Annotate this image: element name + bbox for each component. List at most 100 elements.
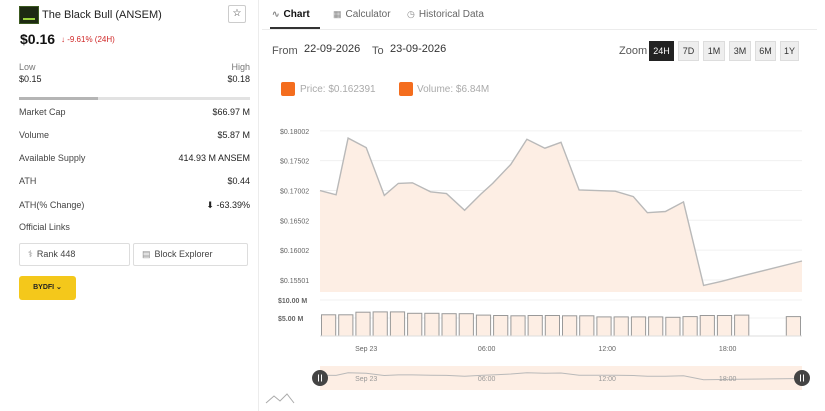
volume-bar	[734, 314, 750, 337]
navigator-time-label: 18:00	[719, 376, 737, 383]
volume-bar	[407, 312, 423, 337]
tab-calculator[interactable]: ▦ Calculator	[333, 9, 391, 20]
price-tick-label: $0.17502	[280, 159, 309, 166]
volume-bar	[544, 315, 560, 337]
volume-bar	[682, 316, 698, 337]
low-value: $0.15	[19, 74, 42, 84]
time-tick-label: Sep 23	[355, 346, 377, 353]
tabs-divider	[262, 29, 817, 30]
price-range-bar	[19, 97, 250, 100]
high-label: High	[231, 62, 250, 72]
volume-bar	[562, 315, 578, 337]
navigator-right-handle[interactable]	[794, 370, 810, 386]
price-tick-label: $0.16502	[280, 218, 309, 225]
tab-calculator-label: Calculator	[345, 9, 391, 20]
navigator-left-handle[interactable]	[312, 370, 328, 386]
navigator-window	[320, 366, 802, 390]
time-tick-label: 06:00	[478, 346, 496, 353]
stat-value-market-cap: $66.97 M	[212, 107, 250, 117]
calculator-icon: ▦	[333, 9, 342, 19]
mini-chart-icon	[265, 393, 295, 404]
coin-name: The Black Bull (ANSEM)	[42, 9, 162, 21]
volume-bar	[665, 316, 681, 337]
volume-bar	[493, 315, 509, 337]
tab-chart-label: Chart	[283, 9, 310, 20]
zoom-1m-button[interactable]: 1M	[703, 41, 725, 61]
coin-info-panel: The Black Bull (ANSEM) ☆ $0.16 ↓ -9.61% …	[0, 0, 258, 411]
volume-bar	[338, 314, 354, 337]
stat-label-supply: Available Supply	[19, 153, 86, 163]
exchange-dropdown-button[interactable]: BYDFI ⌄	[19, 276, 76, 300]
low-label: Low	[19, 62, 36, 72]
volume-legend-swatch[interactable]	[399, 82, 413, 96]
stat-label-volume: Volume	[19, 130, 50, 140]
panel-divider	[258, 0, 259, 411]
stat-label-official-links: Official Links	[19, 222, 70, 232]
volume-bar	[648, 316, 664, 337]
zoom-label: Zoom	[619, 45, 648, 57]
time-tick-label: 18:00	[719, 346, 737, 353]
to-date-input[interactable]: 23-09-2026	[390, 43, 447, 55]
stat-label-ath-change: ATH(% Change)	[19, 200, 85, 210]
stat-value-ath-change: ⬇ -63.39%	[206, 200, 250, 210]
price-line	[319, 137, 803, 287]
stat-value-supply: 414.93 M ANSEM	[178, 153, 250, 163]
price-tick-label: $0.18002	[280, 129, 309, 136]
volume-legend-label[interactable]: Volume: $6.84M	[417, 84, 490, 95]
volume-bar	[579, 315, 595, 337]
time-tick-label: 12:00	[598, 346, 616, 353]
tab-historical-data[interactable]: ◷ Historical Data	[407, 9, 484, 20]
zoom-24h-button[interactable]: 24H	[649, 41, 674, 61]
high-value: $0.18	[227, 74, 250, 84]
volume-bar	[613, 316, 629, 337]
zoom-1y-button[interactable]: 1Y	[780, 41, 799, 61]
tab-historical-label: Historical Data	[418, 9, 484, 20]
block-explorer-button[interactable]: ▤ Block Explorer	[133, 243, 248, 266]
volume-bar	[716, 315, 733, 337]
rank-icon: ⚕	[28, 249, 33, 259]
favorite-star-button[interactable]: ☆	[228, 5, 246, 23]
zoom-6m-button[interactable]: 6M	[755, 41, 776, 61]
navigator-time-label: Sep 23	[355, 376, 377, 383]
rank-label: Rank 448	[36, 249, 76, 259]
volume-bar	[424, 312, 440, 337]
stat-value-volume: $5.87 M	[217, 130, 250, 140]
volume-bar	[321, 314, 337, 337]
stat-label-market-cap: Market Cap	[19, 107, 66, 117]
volume-bar	[389, 311, 406, 337]
rank-button[interactable]: ⚕ Rank 448	[19, 243, 130, 266]
price-legend-swatch[interactable]	[281, 82, 295, 96]
volume-bar	[372, 311, 388, 337]
coin-logo	[19, 6, 39, 24]
document-icon: ▤	[142, 249, 151, 259]
zoom-7d-button[interactable]: 7D	[678, 41, 699, 61]
price-tick-label: $0.15501	[280, 278, 309, 285]
volume-bar	[630, 316, 647, 337]
price-area	[320, 138, 802, 292]
navigator-series-line	[319, 372, 803, 381]
volume-tick-label: $10.00 M	[278, 298, 307, 305]
volume-bar	[510, 315, 526, 337]
chart-icon: ∿	[272, 9, 280, 19]
navigator-time-label: 12:00	[598, 376, 616, 383]
block-explorer-label: Block Explorer	[154, 249, 213, 259]
navigator-time-label: 06:00	[478, 376, 496, 383]
price-legend-label[interactable]: Price: $0.162391	[300, 84, 376, 95]
from-date-input[interactable]: 22-09-2026	[304, 43, 361, 55]
volume-bar	[355, 311, 371, 337]
volume-bar	[458, 313, 474, 337]
price-tick-label: $0.17002	[280, 188, 309, 195]
stat-label-ath: ATH	[19, 176, 37, 186]
volume-bar	[596, 316, 612, 337]
volume-bar	[527, 315, 543, 337]
price-change: ↓ -9.61% (24H)	[61, 35, 115, 44]
stat-value-ath: $0.44	[227, 176, 250, 186]
volume-bar	[699, 315, 715, 337]
volume-bar	[441, 313, 457, 337]
tab-chart[interactable]: ∿ Chart	[272, 9, 310, 20]
volume-bar	[475, 314, 492, 337]
volume-bar	[785, 316, 801, 337]
from-label: From	[272, 45, 298, 57]
price-volume-chart[interactable]: $0.18002 $0.17502 $0.17002 $0.16502 $0.16002…	[262, 100, 817, 411]
zoom-3m-button[interactable]: 3M	[729, 41, 751, 61]
